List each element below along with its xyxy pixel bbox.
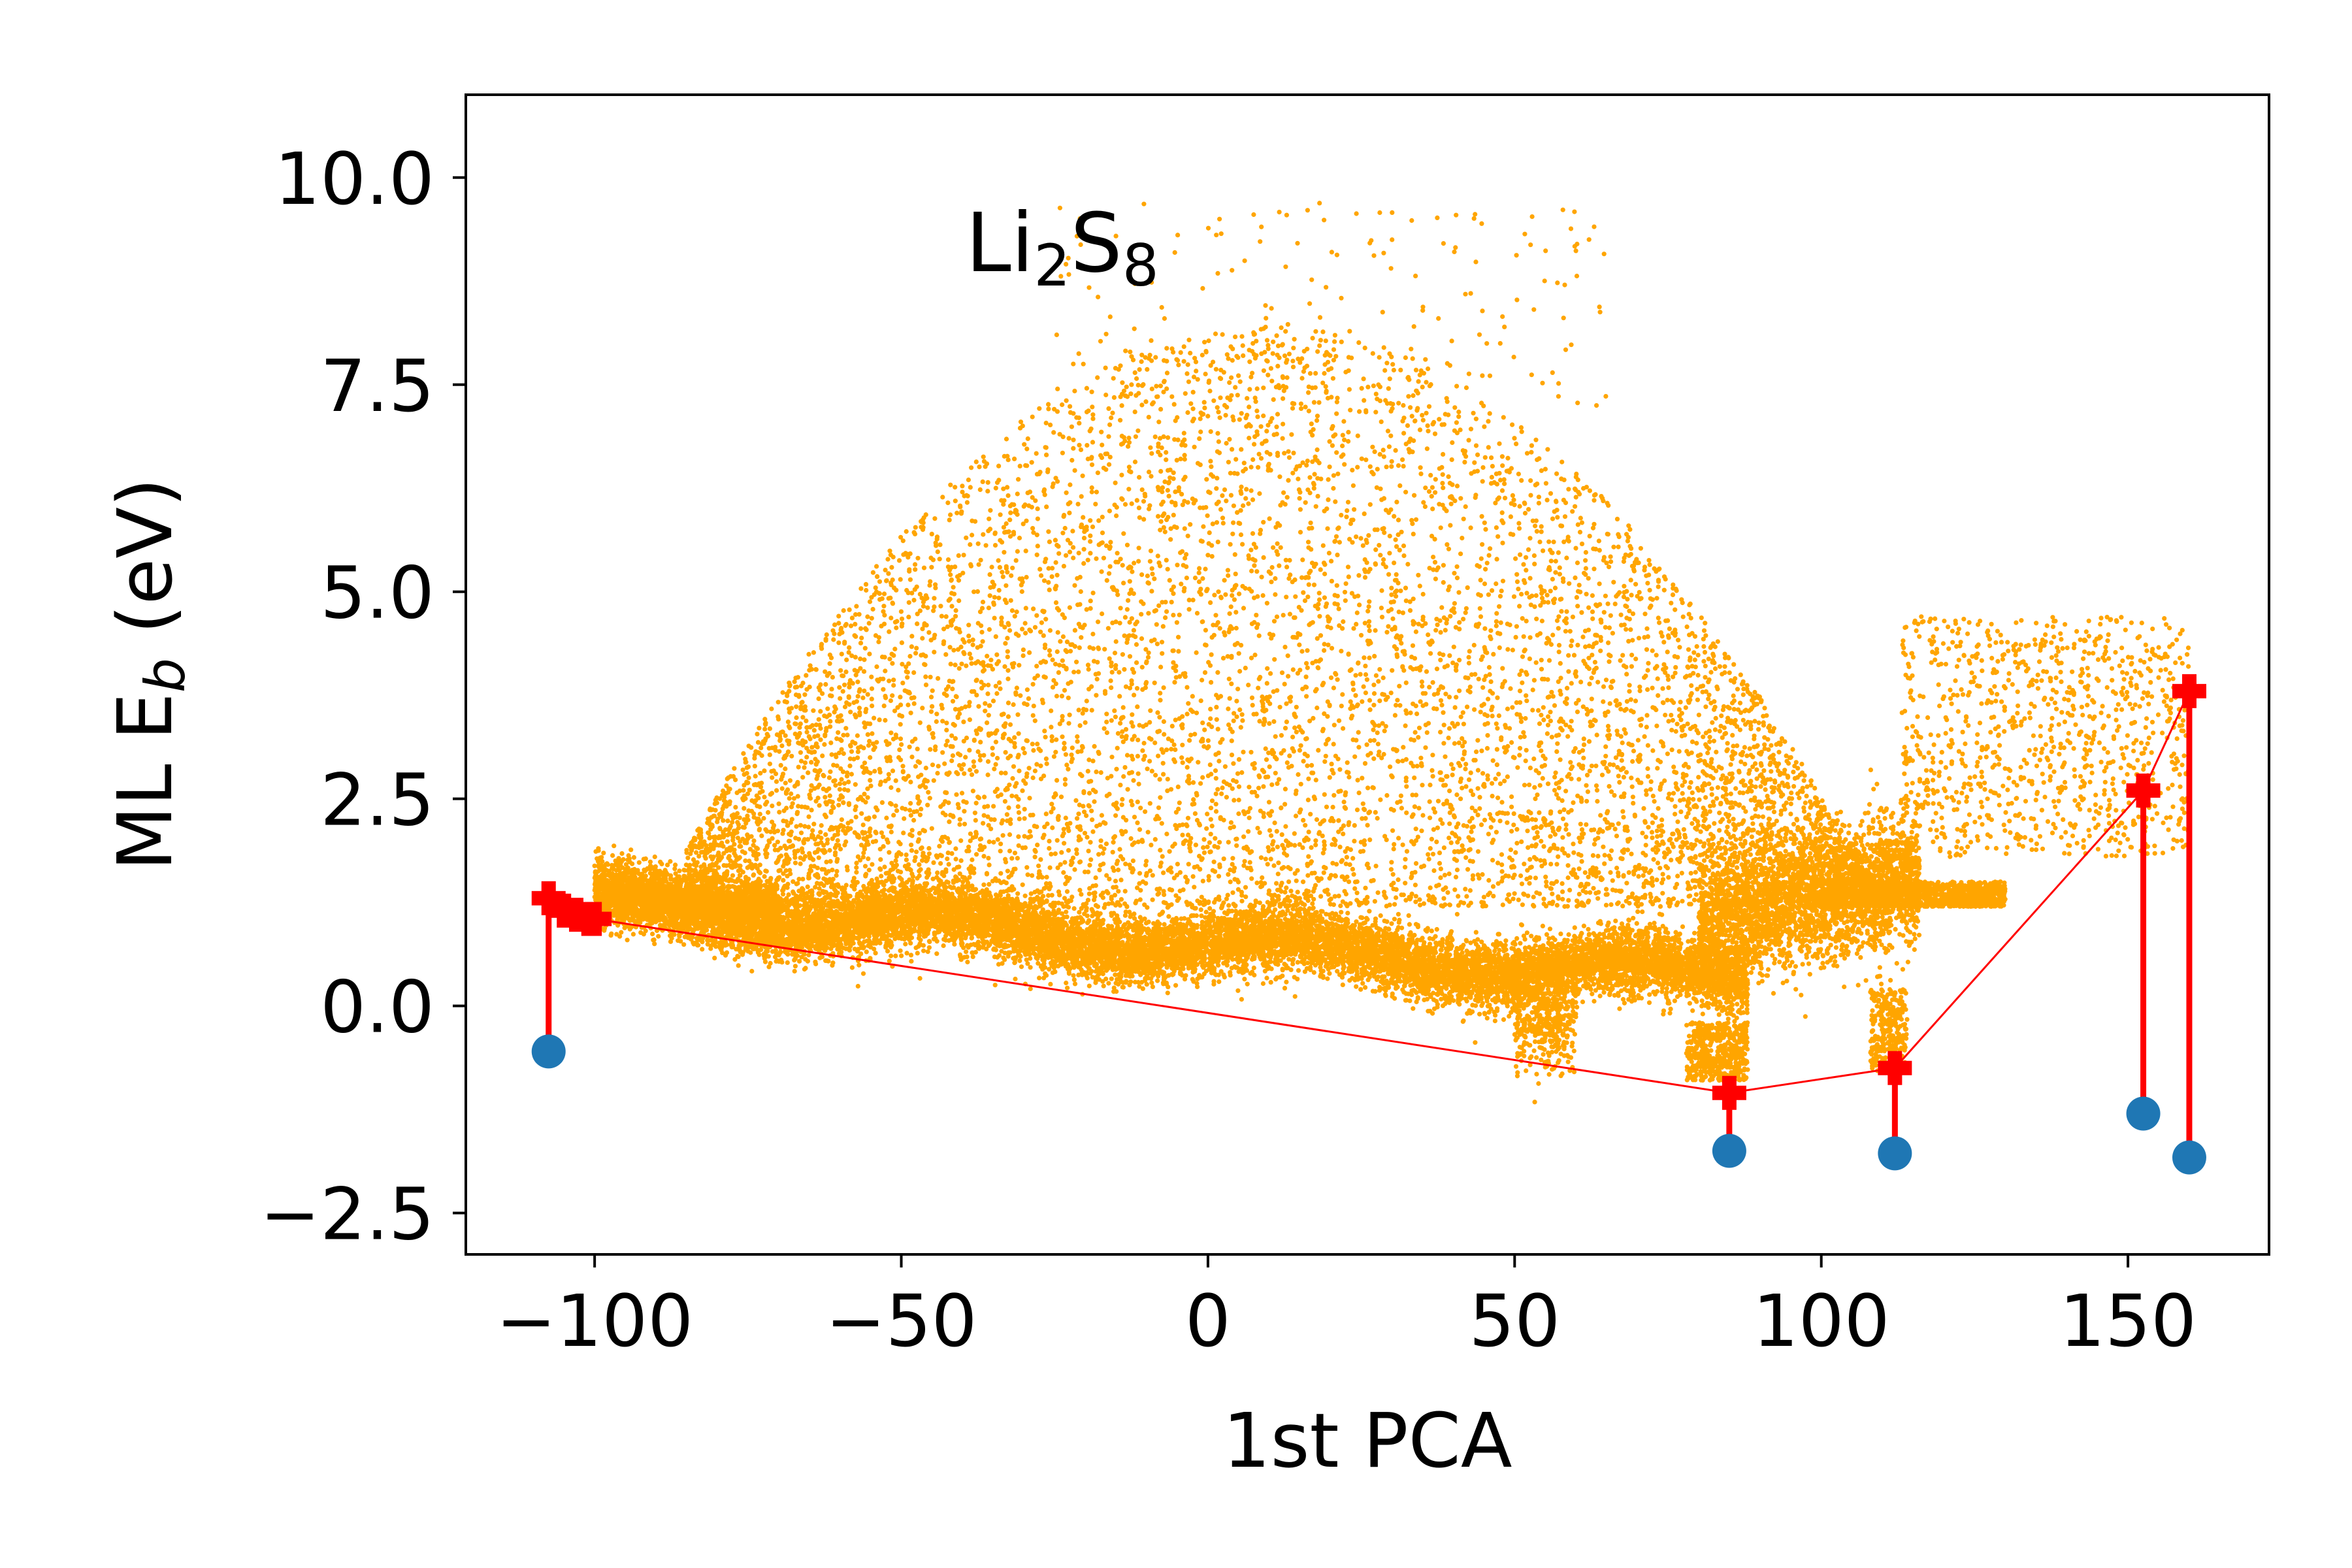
x-tick-label: −50 (825, 1279, 977, 1363)
y-tick-label: 5.0 (320, 551, 434, 635)
dft-point-1 (1712, 1134, 1746, 1168)
y-tick-label: 10.0 (274, 137, 434, 221)
annotation-li: Li (966, 196, 1034, 291)
x-tick-label: 0 (1185, 1279, 1231, 1363)
dft-point-2 (1878, 1136, 1912, 1171)
annotation-sub-2: 2 (1034, 232, 1070, 299)
y-tick-label: 2.5 (320, 759, 434, 842)
ml-point-5 (1712, 1075, 1746, 1110)
dft-point-3 (2126, 1096, 2161, 1131)
annotation-s: S (1070, 196, 1122, 291)
y-label-sub: b (133, 658, 197, 693)
ml-point-bar-v (2136, 774, 2151, 808)
markers (531, 674, 2206, 1175)
y-tick-label: 0.0 (320, 966, 434, 1049)
x-tick-label: 150 (2059, 1279, 2197, 1363)
ml-point-4 (578, 902, 612, 936)
x-tick-label: 50 (1469, 1279, 1560, 1363)
y-tick-label: −2.5 (260, 1173, 434, 1256)
y-label-prefix: ML E (102, 693, 189, 871)
plot-frame (465, 93, 2270, 1256)
annotation-sub-8: 8 (1122, 232, 1159, 299)
cloud-points (592, 201, 2192, 1105)
dft-point-4 (2172, 1140, 2206, 1175)
dft-point-0 (531, 1034, 566, 1069)
chart-annotation: Li2S8 (966, 196, 1159, 299)
x-tick-label: 100 (1753, 1279, 1890, 1363)
y-axis-label: ML Eb (eV) (102, 478, 197, 871)
ml-point-bar-v (2181, 674, 2197, 708)
axis-ticks: −100 −50 0 50 100 150 −2.5 0.0 2.5 5.0 7.5 10.0 (260, 137, 2197, 1363)
y-label-suffix: (eV) (102, 478, 189, 658)
ml-point-bar-v (1887, 1051, 1903, 1085)
x-axis-label: 1st PCA (1222, 1397, 1512, 1485)
ml-point-bar-v (1722, 1075, 1737, 1110)
data-cloud (592, 201, 2192, 1105)
ml-point-7 (2126, 774, 2161, 808)
ml-point-6 (1878, 1051, 1912, 1085)
ml-point-8 (2172, 674, 2206, 708)
y-tick-label: 7.5 (320, 344, 434, 428)
ml-point-bar-v (587, 902, 602, 936)
x-tick-label: −100 (496, 1279, 693, 1363)
